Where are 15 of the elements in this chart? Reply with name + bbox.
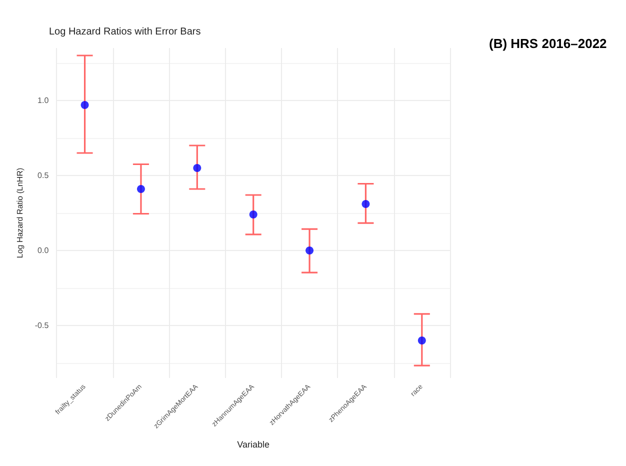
y-tick-label: -0.5 <box>34 321 50 330</box>
y-axis-title: Log Hazard Ratio (LnHR) <box>16 168 24 258</box>
y-tick-label: 0.5 <box>38 171 50 180</box>
point <box>306 246 314 254</box>
x-axis-title: Variable <box>237 440 270 450</box>
point <box>193 164 202 172</box>
point <box>80 101 89 109</box>
chart-title: Log Hazard Ratios with Error Bars <box>49 26 201 38</box>
text: (B) HRS 2016–2022 <box>489 36 607 51</box>
point <box>418 336 426 344</box>
y-tick-label: 0.0 <box>38 246 50 255</box>
y-tick-label: 1.0 <box>38 96 50 105</box>
point <box>136 185 145 193</box>
point <box>249 210 258 218</box>
point <box>362 200 370 208</box>
